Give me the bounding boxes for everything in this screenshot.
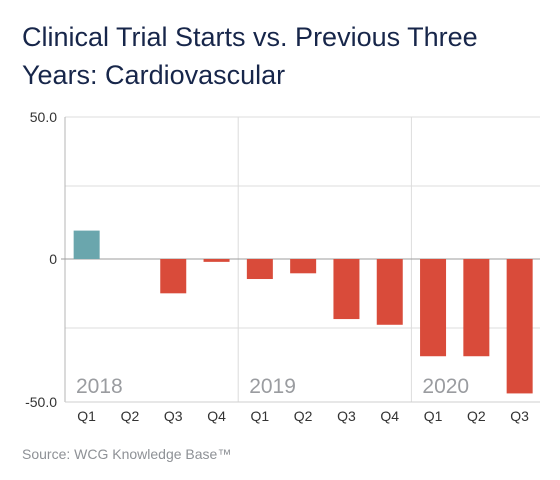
bar bbox=[333, 259, 360, 320]
x-tick-label: Q3 bbox=[337, 408, 356, 424]
bar bbox=[203, 259, 230, 262]
x-tick-label: Q1 bbox=[251, 408, 270, 424]
bar bbox=[160, 259, 187, 294]
x-tick-label: Q1 bbox=[77, 408, 96, 424]
chart-title: Clinical Trial Starts vs. Previous Three… bbox=[22, 22, 478, 90]
x-tick-label: Q3 bbox=[510, 408, 529, 424]
bar bbox=[246, 259, 273, 280]
x-tick-label: Q2 bbox=[294, 408, 313, 424]
bar bbox=[463, 259, 490, 357]
bar bbox=[506, 259, 533, 394]
x-tick-label: Q2 bbox=[121, 408, 140, 424]
bar bbox=[73, 230, 100, 259]
y-tick-label: -50.0 bbox=[25, 394, 57, 410]
x-tick-label: Q4 bbox=[380, 408, 399, 424]
source-note: Source: WCG Knowledge Base™ bbox=[22, 446, 232, 462]
y-tick-label: 50.0 bbox=[30, 109, 57, 125]
bar bbox=[376, 259, 403, 325]
bar bbox=[290, 259, 317, 274]
x-tick-label: Q3 bbox=[164, 408, 183, 424]
year-label: 2018 bbox=[76, 375, 123, 398]
x-tick-label: Q4 bbox=[207, 408, 226, 424]
year-label: 2020 bbox=[422, 375, 469, 398]
x-tick-label: Q1 bbox=[424, 408, 443, 424]
year-label: 2019 bbox=[249, 375, 296, 398]
y-tick-label: 0 bbox=[49, 251, 57, 267]
x-tick-label: Q2 bbox=[467, 408, 486, 424]
bar bbox=[420, 259, 447, 357]
